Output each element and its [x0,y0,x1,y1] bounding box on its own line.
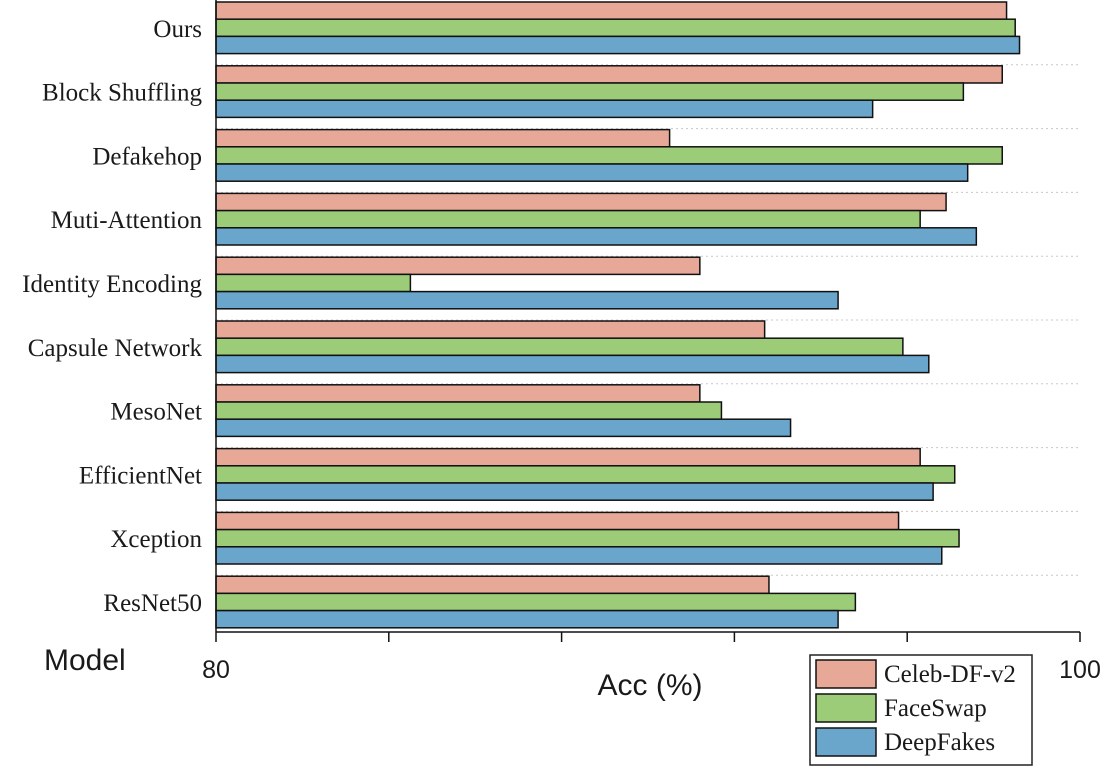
bar-deepfakes [215,482,934,501]
bar-deepfakes [215,609,839,629]
bar-deepfakes [215,227,978,246]
bar-celeb-df-v2 [215,384,701,403]
grid-lines [216,64,1080,576]
category-label: Identity Encoding [22,271,202,298]
x-axis-title: Acc (%) [598,669,703,702]
x-tick-label-min: 80 [202,656,230,684]
category-label: Defakehop [92,143,202,170]
legend-swatch [815,727,877,757]
bar-deepfakes [215,290,839,310]
bar-faceswap [215,209,921,229]
bar-faceswap [215,18,1016,38]
bars [215,1,1021,629]
category-label: ResNet50 [103,590,202,617]
legend-swatch [815,659,877,689]
bar-faceswap [215,337,904,357]
bar-celeb-df-v2 [215,128,671,148]
bar-celeb-df-v2 [215,256,701,276]
bar-faceswap [215,146,1003,165]
bar-celeb-df-v2 [215,447,921,467]
legend-label: DeepFakes [884,729,995,756]
bar-deepfakes [215,354,930,374]
bar-deepfakes [215,418,792,438]
y-axis-title: Model [44,644,126,677]
bar-faceswap [215,401,723,420]
x-axis [215,0,1081,642]
bar-deepfakes [215,546,943,565]
bar-faceswap [215,592,857,612]
category-label: Block Shuffling [42,80,202,107]
bar-faceswap [215,273,412,293]
category-label: MesoNet [110,399,202,426]
category-label: EfficientNet [79,462,202,489]
bar-celeb-df-v2 [215,65,1003,84]
x-tick-label-max: 100 [1059,656,1101,684]
bar-celeb-df-v2 [215,575,770,595]
legend-swatch [815,693,877,723]
category-label: Capsule Network [28,335,203,362]
category-label: Muti-Attention [51,207,203,234]
bar-deepfakes [215,163,969,182]
bar-celeb-df-v2 [215,192,947,212]
legend: Celeb-DF-v2 FaceSwap DeepFakes [809,654,1033,766]
category-labels: Ours Block Shuffling Defakehop Muti-Attenti… [22,16,202,617]
legend-label: FaceSwap [884,695,987,722]
bar-faceswap [215,82,965,101]
bar-faceswap [215,528,960,548]
bar-celeb-df-v2 [215,1,1008,20]
bar-celeb-df-v2 [215,511,900,531]
legend-label: Celeb-DF-v2 [884,661,1016,688]
bar-celeb-df-v2 [215,320,766,339]
category-label: Xception [110,526,202,553]
bar-deepfakes [215,35,1021,55]
bar-faceswap [215,465,956,484]
bar-deepfakes [215,99,874,119]
category-label: Ours [153,16,202,43]
